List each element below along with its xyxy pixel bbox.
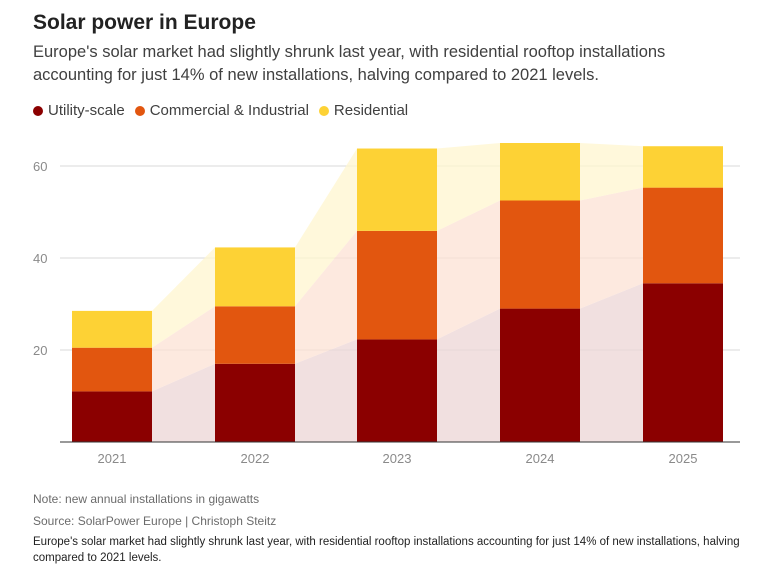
x-tick-label-2022: 2022 <box>241 451 270 466</box>
x-tick-label-2023: 2023 <box>383 451 412 466</box>
connector-band <box>437 308 500 442</box>
connector-band <box>437 200 500 340</box>
connector-band <box>295 148 357 307</box>
bar-segment <box>72 310 152 348</box>
bar-segment <box>500 143 580 201</box>
y-tick-label-60: 60 <box>33 159 47 174</box>
bar-segment <box>357 148 437 231</box>
connector-band <box>152 247 215 348</box>
legend-swatch-commercial <box>134 105 145 116</box>
legend-label-commercial: Commercial & Industrial <box>149 102 309 119</box>
legend-item-residential: Residential <box>318 102 409 119</box>
bar-segment <box>643 187 723 284</box>
legend-item-commercial: Commercial & Industrial <box>134 102 309 119</box>
chart-title: Solar power in Europe <box>33 11 256 34</box>
x-tick-label-2021: 2021 <box>98 451 127 466</box>
legend: Utility-scale Commercial & Industrial Re… <box>33 102 418 119</box>
bar-segment <box>643 283 723 442</box>
x-tick-label-2024: 2024 <box>526 451 555 466</box>
connector-band <box>295 230 357 364</box>
legend-label-residential: Residential <box>333 102 409 119</box>
chart-caption: Europe's solar market had slightly shrun… <box>33 536 740 564</box>
chart-note: Note: new annual installations in gigawa… <box>33 492 260 506</box>
y-tick-label-20: 20 <box>33 343 47 358</box>
legend-swatch-residential <box>318 105 329 116</box>
bar-segment <box>500 200 580 309</box>
bar-segment <box>215 306 295 364</box>
legend-label-utility: Utility-scale <box>48 102 125 119</box>
stacked-bar-chart: 20 40 60 2021 2022 2023 2024 2025 <box>33 143 740 466</box>
bar-segment <box>215 363 295 442</box>
legend-item-utility: Utility-scale <box>33 102 125 119</box>
y-tick-label-40: 40 <box>33 251 47 266</box>
connector-band <box>580 187 643 309</box>
legend-swatch-utility <box>33 105 43 116</box>
chart-source: Source: SolarPower Europe | Christoph St… <box>33 514 277 528</box>
connector-band <box>580 283 643 442</box>
x-tick-label-2025: 2025 <box>669 451 698 466</box>
connector-band <box>580 143 643 201</box>
bar-segment <box>72 391 152 442</box>
connector-band <box>152 363 215 442</box>
bar-segment <box>72 347 152 392</box>
connector-band <box>295 339 357 442</box>
chart-subtitle: Europe's solar market had slightly shrun… <box>33 43 666 84</box>
connector-band <box>437 143 500 231</box>
bar-segment <box>500 308 580 442</box>
bar-segment <box>357 339 437 442</box>
bar-segment <box>357 230 437 340</box>
connector-band <box>152 306 215 392</box>
bar-segment <box>643 146 723 188</box>
bar-segment <box>215 247 295 307</box>
